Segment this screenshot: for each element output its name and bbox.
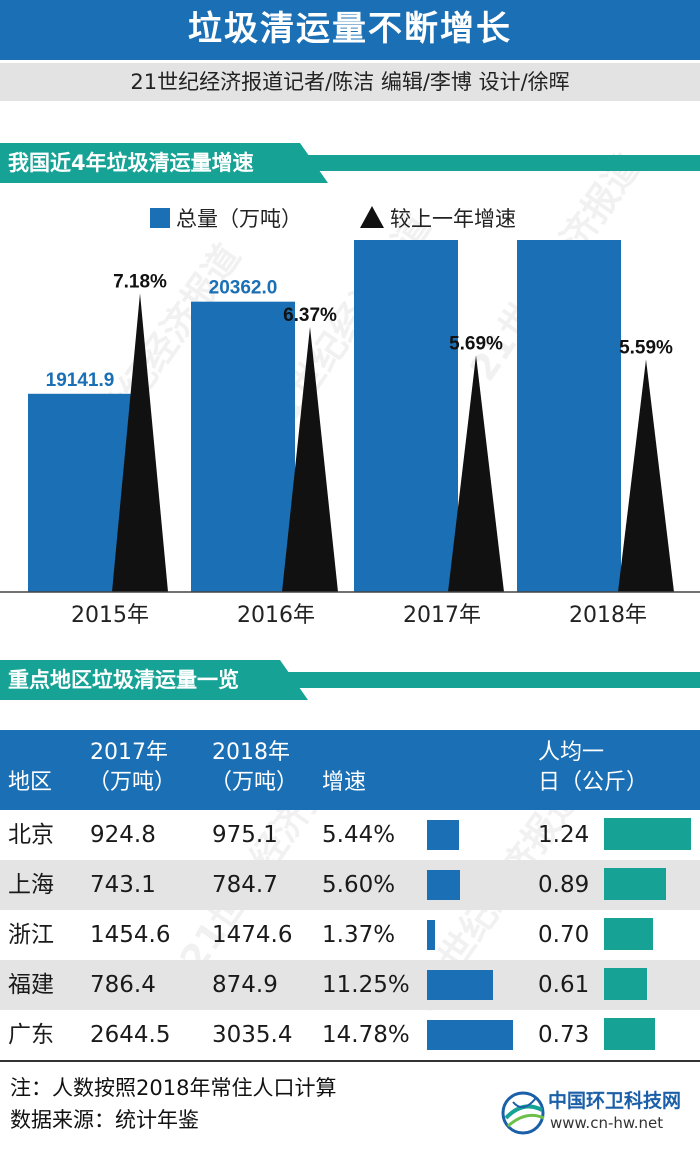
growth-bar bbox=[427, 970, 493, 1000]
triangle-swatch-icon bbox=[360, 206, 384, 228]
note-text: 注：人数按照2018年常住人口计算 bbox=[10, 1076, 337, 1100]
value-2017-cell: 924.8 bbox=[90, 822, 156, 848]
percap-cell: 0.89 bbox=[538, 872, 590, 898]
total-value-label: 20362.0 bbox=[209, 278, 278, 299]
header-percap-2: 日（公斤） bbox=[538, 770, 649, 795]
logo-name: 中国环卫科技网 bbox=[548, 1090, 682, 1112]
value-2018-cell: 975.1 bbox=[212, 822, 278, 848]
category-tick-label: 2016年 bbox=[237, 603, 315, 628]
value-2017-cell: 786.4 bbox=[90, 972, 156, 998]
percap-bar bbox=[604, 918, 653, 950]
percap-bar bbox=[604, 968, 647, 1000]
total-bar bbox=[517, 240, 621, 592]
header-2017-year: 2017年 bbox=[90, 740, 168, 765]
legend-label: 较上一年增速 bbox=[390, 207, 516, 231]
header-2018-unit: （万吨） bbox=[210, 770, 299, 795]
value-2018-cell: 3035.4 bbox=[212, 1022, 293, 1048]
percap-cell: 1.24 bbox=[538, 822, 590, 848]
percap-bar bbox=[604, 868, 667, 900]
legend-item-growth: 较上一年增速 bbox=[360, 203, 516, 233]
section-title: 重点地区垃圾清运量一览 bbox=[8, 668, 239, 692]
percap-bar bbox=[604, 818, 691, 850]
growth-triangle bbox=[112, 293, 168, 592]
growth-triangle bbox=[282, 327, 338, 592]
value-2017-cell: 1454.6 bbox=[90, 922, 171, 948]
site-logo: 中国环卫科技网 www.cn-hw.net bbox=[498, 1086, 698, 1144]
percap-cell: 0.70 bbox=[538, 922, 590, 948]
region-cell: 福建 bbox=[8, 972, 54, 998]
globe-icon bbox=[501, 1091, 545, 1135]
value-2017-cell: 743.1 bbox=[90, 872, 156, 898]
total-bar bbox=[354, 240, 458, 592]
value-2017-cell: 2644.5 bbox=[90, 1022, 171, 1048]
region-cell: 浙江 bbox=[8, 922, 54, 948]
growth-cell: 14.78% bbox=[322, 1022, 410, 1048]
growth-bar bbox=[427, 1020, 514, 1050]
growth-cell: 1.37% bbox=[322, 922, 396, 948]
region-cell: 广东 bbox=[8, 1022, 54, 1048]
growth-bar-chart: 19141.97.18%2015年20362.06.37%2016年21520.… bbox=[0, 240, 700, 628]
percap-cell: 0.73 bbox=[538, 1022, 590, 1048]
growth-cell: 11.25% bbox=[322, 972, 410, 998]
table-row: 福建 786.4 874.9 11.25% 0.61 bbox=[0, 960, 700, 1010]
table-row: 广东 2644.5 3035.4 14.78% 0.73 bbox=[0, 1010, 700, 1060]
value-2018-cell: 1474.6 bbox=[212, 922, 293, 948]
value-2018-cell: 784.7 bbox=[212, 872, 278, 898]
header-percap-1: 人均一 bbox=[538, 740, 605, 765]
region-cell: 上海 bbox=[8, 872, 54, 898]
header-2018-year: 2018年 bbox=[212, 740, 290, 765]
table-row: 上海 743.1 784.7 5.60% 0.89 bbox=[0, 860, 700, 910]
table-header: 地区 2017年 （万吨） 2018年 （万吨） 增速 人均一 日（公斤） bbox=[0, 730, 700, 810]
logo-url: www.cn-hw.net bbox=[550, 1114, 664, 1132]
square-swatch-icon bbox=[150, 208, 170, 228]
growth-bar bbox=[427, 820, 459, 850]
section-title: 我国近4年垃圾清运量增速 bbox=[8, 151, 254, 175]
growth-value-label: 5.69% bbox=[449, 333, 503, 354]
growth-bar bbox=[427, 920, 435, 950]
total-value-label: 19141.9 bbox=[46, 370, 115, 391]
growth-value-label: 5.59% bbox=[619, 337, 673, 358]
legend-item-total: 总量（万吨） bbox=[150, 203, 302, 233]
region-cell: 北京 bbox=[8, 822, 54, 848]
section-header-regions: 重点地区垃圾清运量一览 bbox=[0, 660, 700, 700]
section-header-trend: 我国近4年垃圾清运量增速 bbox=[0, 143, 700, 183]
legend-label: 总量（万吨） bbox=[176, 207, 302, 231]
percap-cell: 0.61 bbox=[538, 972, 590, 998]
table-row: 北京 924.8 975.1 5.44% 1.24 bbox=[0, 810, 700, 860]
header-region: 地区 bbox=[8, 770, 53, 795]
total-bar bbox=[28, 393, 132, 592]
growth-cell: 5.60% bbox=[322, 872, 396, 898]
growth-cell: 5.44% bbox=[322, 822, 396, 848]
byline: 21世纪经济报道记者/陈洁 编辑/李博 设计/徐晖 bbox=[0, 63, 700, 101]
percap-bar bbox=[604, 1018, 656, 1050]
page-title: 垃圾清运量不断增长 bbox=[0, 0, 700, 60]
notes: 注：人数按照2018年常住人口计算 数据来源：统计年鉴 bbox=[10, 1072, 336, 1136]
growth-triangle bbox=[448, 355, 504, 592]
header-growth: 增速 bbox=[322, 770, 367, 795]
growth-value-label: 7.18% bbox=[113, 271, 167, 292]
source-text: 数据来源：统计年鉴 bbox=[10, 1108, 199, 1132]
header-2017-unit: （万吨） bbox=[88, 770, 177, 795]
growth-bar bbox=[427, 870, 460, 900]
growth-triangle bbox=[618, 359, 674, 592]
value-2018-cell: 874.9 bbox=[212, 972, 278, 998]
table-divider bbox=[0, 1060, 700, 1062]
category-tick-label: 2017年 bbox=[403, 603, 481, 628]
growth-value-label: 6.37% bbox=[283, 305, 337, 326]
category-tick-label: 2018年 bbox=[569, 603, 647, 628]
table-row: 浙江 1454.6 1474.6 1.37% 0.70 bbox=[0, 910, 700, 960]
total-bar bbox=[191, 301, 295, 592]
category-tick-label: 2015年 bbox=[71, 603, 149, 628]
